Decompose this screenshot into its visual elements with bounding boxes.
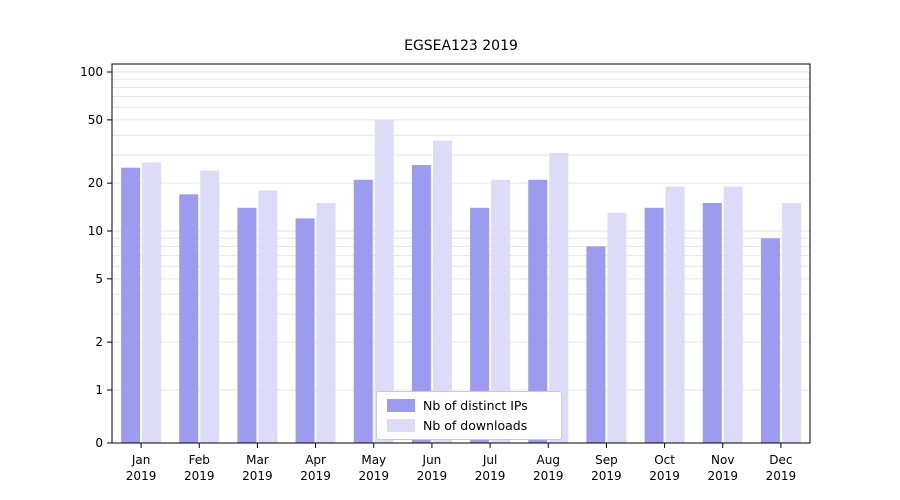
x-tick-label-month: Mar	[246, 453, 269, 467]
x-tick-label-year: 2019	[126, 469, 157, 483]
x-tick-label-year: 2019	[766, 469, 797, 483]
legend-item-downloads: Nb of downloads	[387, 418, 551, 433]
x-tick-label-month: Aug	[537, 453, 560, 467]
bar-series1-Sep	[607, 212, 627, 443]
x-tick-label-year: 2019	[300, 469, 331, 483]
chart-title: EGSEA123 2019	[404, 38, 518, 54]
y-tick-label: 50	[88, 113, 103, 127]
bar-series1-Nov	[723, 186, 743, 444]
bar-series1-Mar	[258, 190, 278, 443]
x-tick-label-month: Jan	[131, 453, 151, 467]
bar-series1-Dec	[781, 203, 801, 443]
bar-series0-Dec	[760, 238, 780, 443]
x-tick-label-year: 2019	[184, 469, 215, 483]
x-tick-label-month: Feb	[189, 453, 210, 467]
bar-series0-Jun	[411, 165, 431, 444]
plot-border	[111, 63, 811, 444]
x-tick-label-year: 2019	[358, 469, 389, 483]
x-tick-label-year: 2019	[242, 469, 273, 483]
bar-series0-Jan	[121, 167, 141, 443]
legend-label-downloads: Nb of downloads	[423, 418, 528, 433]
y-tick-label: 0	[95, 436, 103, 450]
bar-series1-Jul	[491, 179, 511, 443]
x-tick-label-month: Jun	[422, 453, 442, 467]
bar-series0-Aug	[528, 179, 548, 443]
y-tick-label: 20	[88, 176, 103, 190]
y-tick-label: 100	[80, 65, 103, 79]
bar-series0-Mar	[237, 207, 257, 443]
bar-series1-Aug	[549, 152, 569, 444]
y-tick-label: 10	[88, 224, 103, 238]
x-tick-label-year: 2019	[707, 469, 738, 483]
x-tick-label-year: 2019	[591, 469, 622, 483]
x-tick-label-year: 2019	[533, 469, 564, 483]
y-tick-label: 5	[95, 272, 103, 286]
legend-label-distinct-ips: Nb of distinct IPs	[423, 398, 528, 413]
x-tick-label-month: Jul	[482, 453, 497, 467]
x-tick-label-month: Oct	[654, 453, 675, 467]
bar-series0-May	[353, 179, 373, 443]
bar-series0-Jul	[470, 207, 490, 443]
x-tick-label-year: 2019	[649, 469, 680, 483]
x-tick-label-year: 2019	[417, 469, 448, 483]
bar-series1-Jun	[432, 140, 452, 443]
bar-series0-Sep	[586, 246, 606, 443]
legend-item-distinct-ips: Nb of distinct IPs	[387, 398, 551, 413]
y-tick-label: 1	[95, 383, 103, 397]
x-tick-label-month: Nov	[711, 453, 734, 467]
x-tick-label-month: May	[361, 453, 386, 467]
bar-series0-Oct	[644, 207, 664, 443]
bar-series0-Apr	[295, 218, 315, 443]
bar-series0-Feb	[179, 194, 199, 443]
x-tick-label-month: Dec	[769, 453, 792, 467]
legend: Nb of distinct IPs Nb of downloads	[376, 391, 562, 440]
bar-series1-Apr	[316, 203, 336, 443]
y-tick-label: 2	[95, 335, 103, 349]
x-tick-label-month: Sep	[595, 453, 618, 467]
bar-series1-Oct	[665, 186, 685, 444]
legend-swatch-downloads	[387, 419, 415, 432]
x-tick-label-year: 2019	[475, 469, 506, 483]
bar-series0-Nov	[702, 203, 722, 443]
bar-series1-Jan	[142, 162, 162, 444]
legend-swatch-distinct-ips	[387, 399, 415, 412]
bar-series1-May	[374, 119, 394, 443]
x-tick-label-month: Apr	[305, 453, 326, 467]
bar-series1-Feb	[200, 170, 220, 443]
